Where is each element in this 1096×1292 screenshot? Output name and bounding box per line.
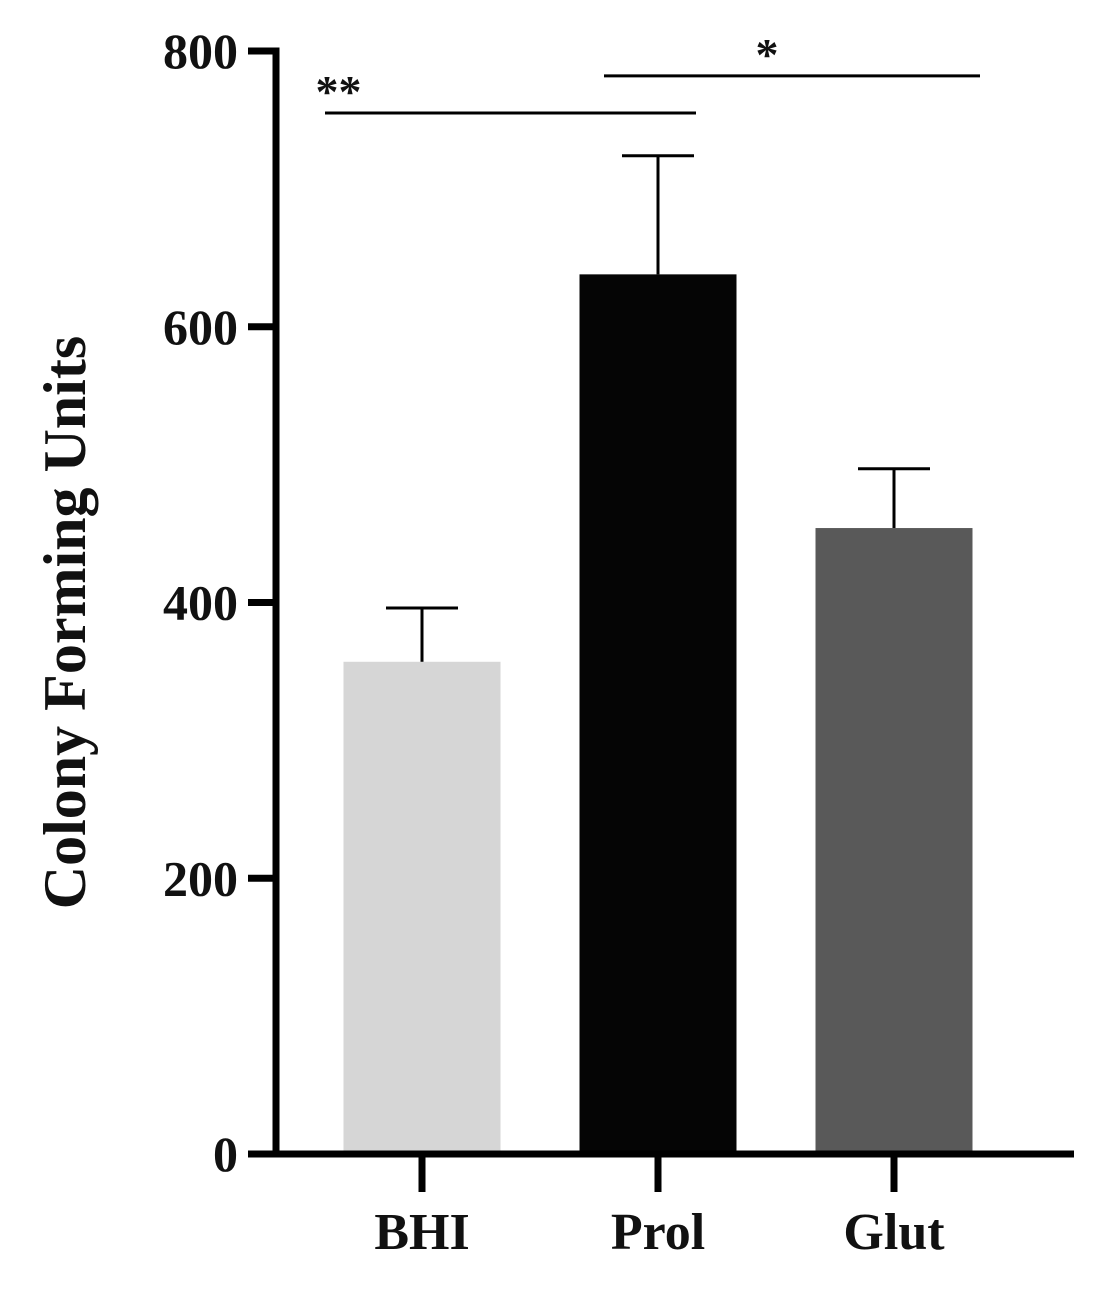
y-axis-title: Colony Forming Units [32, 336, 98, 909]
x-tick-label-bhi: BHI [374, 1204, 469, 1261]
x-tick-label-prol: Prol [611, 1204, 705, 1261]
y-ticks-layer: 0 200 400 600 800 [163, 23, 276, 1182]
bars-layer [343, 274, 973, 1154]
significance-label-2: * [756, 29, 779, 80]
bar-glut [815, 528, 973, 1154]
y-tick-label-400: 400 [163, 575, 238, 631]
x-ticks-layer: BHI Prol Glut [374, 1154, 945, 1261]
significance-label-1: ** [316, 66, 362, 117]
x-tick-label-glut: Glut [843, 1204, 945, 1261]
y-tick-label-800: 800 [163, 23, 238, 79]
y-tick-label-600: 600 [163, 299, 238, 355]
significance-layer: *** [316, 29, 980, 117]
y-tick-label-200: 200 [163, 850, 238, 906]
y-tick-label-0: 0 [213, 1126, 238, 1182]
bar-prol [579, 274, 737, 1154]
bar-bhi [343, 661, 501, 1154]
error-bars-layer [386, 154, 930, 662]
